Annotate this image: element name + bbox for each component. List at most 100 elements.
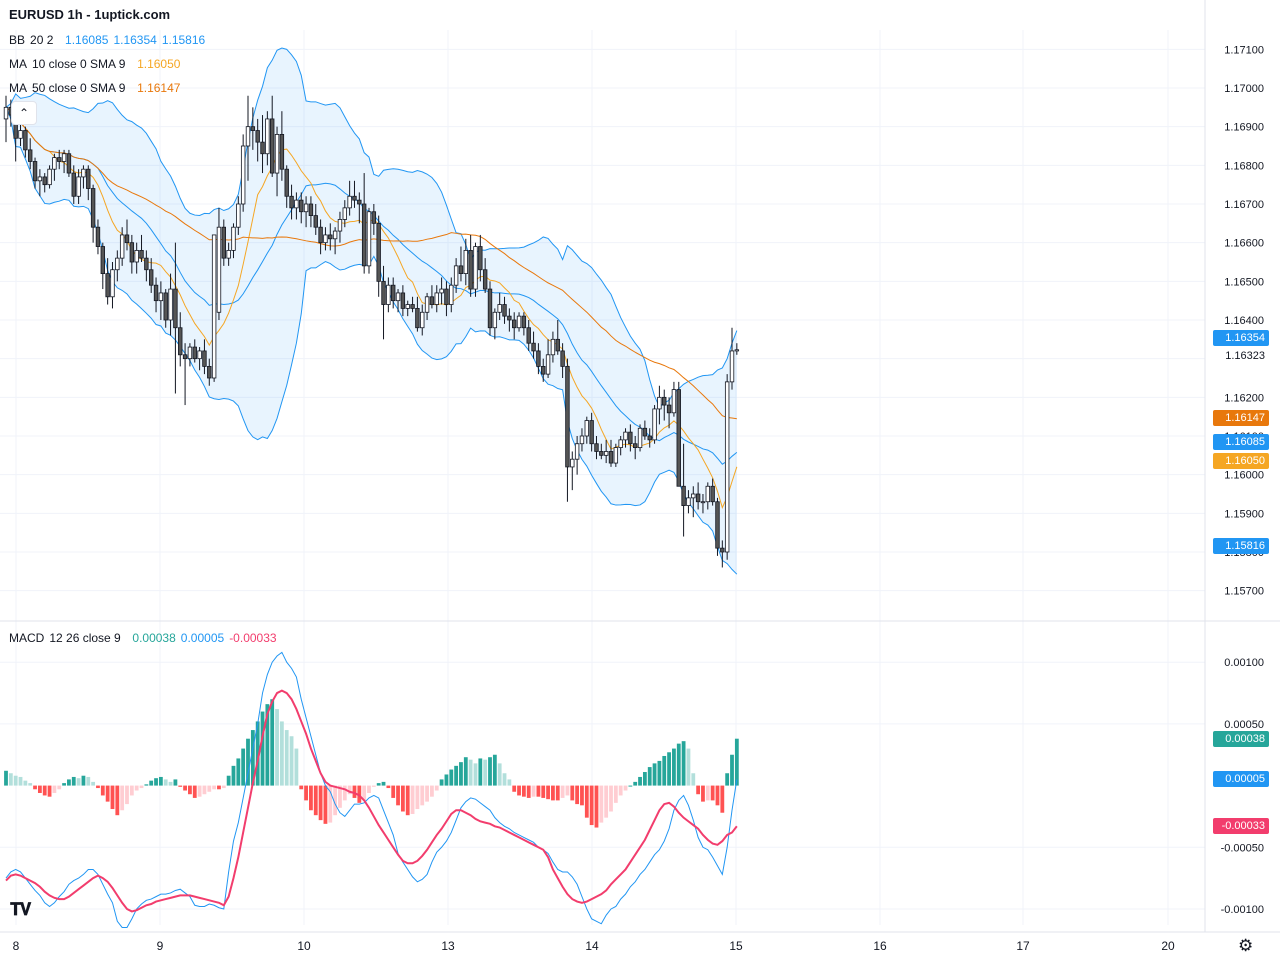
candle-body	[473, 246, 478, 290]
candle-body	[226, 249, 231, 259]
macd-histogram-bar	[415, 785, 420, 810]
macd-histogram-bar	[672, 748, 676, 786]
candle-body	[589, 420, 594, 445]
candle-body	[100, 246, 105, 275]
macd-histogram-bar	[386, 785, 391, 789]
candle-body	[337, 219, 343, 232]
candle-body	[729, 350, 735, 383]
bb-lower-value: 1.15816	[161, 33, 206, 47]
gear-icon[interactable]: ⚙	[1238, 936, 1254, 955]
price-tick-label: 1.16700	[1224, 199, 1264, 211]
candle-body	[289, 195, 294, 209]
macd-histogram-bar	[730, 754, 734, 786]
macd-histogram-bar	[681, 741, 686, 786]
candle-body	[18, 130, 23, 139]
candle-body	[139, 249, 144, 259]
candle-body	[536, 350, 541, 367]
macd-histogram-bar	[115, 785, 120, 816]
candle-body	[318, 226, 323, 244]
candle-body	[545, 354, 551, 375]
macd-histogram-bar	[362, 785, 367, 801]
candle-body	[197, 350, 202, 360]
candle-body	[376, 222, 381, 282]
ma50-legend[interactable]: MA 50 close 0 SMA 9 1.16147	[9, 80, 185, 96]
macd-histogram-bar	[250, 730, 255, 786]
macd-histogram-bar	[580, 785, 584, 806]
candle-body	[671, 389, 677, 414]
macd-histogram-bar	[342, 785, 347, 801]
macd-histogram-bar	[613, 785, 618, 803]
macd-histogram-bar	[202, 785, 207, 795]
macd-histogram-bar	[188, 785, 192, 795]
macd-histogram-bar	[507, 779, 512, 786]
candle-body	[342, 207, 347, 220]
macd-histogram-bar	[502, 773, 507, 786]
macd-histogram-bar	[473, 763, 478, 786]
candle-body	[691, 493, 696, 499]
macd-histogram-bar	[381, 781, 386, 786]
time-tick-label: 10	[297, 939, 311, 953]
candle-body	[144, 257, 149, 271]
macd-histogram-bar	[260, 711, 265, 786]
macd-histogram-bar	[42, 785, 47, 796]
macd-histogram-bar	[178, 785, 183, 787]
candle-body	[492, 311, 498, 329]
candle-body	[400, 292, 406, 309]
macd-histogram-bar	[183, 785, 187, 791]
candle-body	[390, 284, 396, 302]
candle-body	[90, 188, 96, 228]
candle-body	[642, 427, 648, 437]
macd-signal-line	[5, 689, 738, 913]
candle-body	[453, 265, 459, 286]
macd-histogram-bar	[275, 709, 279, 786]
tradingview-logo[interactable]: 𝐓𝐕	[10, 900, 31, 919]
candle-body	[61, 153, 67, 162]
macd-histogram-bar	[667, 752, 671, 786]
candle-body	[173, 288, 178, 329]
candle-body	[153, 284, 159, 302]
collapse-legend-button[interactable]: ⌃	[11, 101, 37, 125]
macd-legend[interactable]: MACD 12 26 close 9 0.00038 0.00005 -0.00033	[9, 630, 282, 646]
price-tick-label: 1.16200	[1224, 392, 1264, 404]
price-tick-label: 1.17000	[1224, 83, 1264, 95]
macd-tick-label: 0.00100	[1224, 657, 1264, 669]
candle-body	[463, 249, 468, 274]
macd-histogram-bar	[488, 757, 492, 786]
macd-histogram-bar	[217, 785, 221, 790]
ma10-legend[interactable]: MA 10 close 0 SMA 9 1.16050	[9, 56, 185, 72]
candle-body	[148, 269, 154, 286]
macd-histogram-bar	[255, 721, 260, 786]
macd-histogram-bar	[67, 779, 71, 786]
macd-legend-name: MACD	[9, 631, 45, 645]
bb-legend[interactable]: BB 20 2 1.16085 1.16354 1.15816	[9, 32, 210, 48]
macd-badge: 0.00038	[1213, 730, 1269, 747]
macd-histogram-bar	[376, 783, 381, 786]
macd-tick-label: 0.00050	[1224, 719, 1264, 731]
macd-histogram-bar	[420, 785, 425, 806]
candle-body	[599, 451, 604, 456]
candle-body	[541, 365, 546, 375]
macd-histogram-bar	[434, 785, 439, 791]
bb-fill	[6, 48, 737, 575]
candle-body	[613, 447, 619, 464]
candle-body	[405, 304, 410, 309]
candle-body	[216, 226, 222, 313]
candle-body	[192, 346, 197, 360]
macd-histogram-bar	[396, 785, 400, 806]
macd-histogram-bar	[410, 785, 415, 814]
candle-body	[512, 319, 517, 329]
macd-histogram-bar	[241, 748, 246, 786]
macd-histogram-bar	[338, 785, 342, 808]
macd-histogram-bar	[594, 785, 599, 828]
candle-body	[66, 153, 72, 174]
bb-basis-value: 1.16085	[65, 33, 109, 47]
macd-histogram-bar	[352, 785, 357, 798]
macd-histogram-bar	[86, 776, 91, 786]
macd-histogram-bar	[173, 779, 178, 786]
macd-histogram-bar	[570, 785, 575, 801]
macd-histogram-bar	[91, 781, 96, 786]
candle-body	[371, 211, 377, 224]
macd-histogram-bar	[289, 736, 294, 786]
macd-histogram-bar	[207, 785, 212, 792]
macd-histogram-bar	[609, 785, 613, 812]
